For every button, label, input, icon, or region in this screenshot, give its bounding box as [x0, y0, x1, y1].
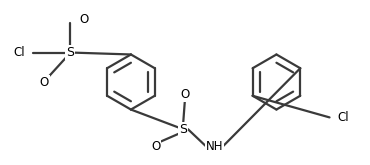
Text: Cl: Cl — [13, 46, 25, 59]
Text: O: O — [40, 76, 49, 88]
Text: O: O — [151, 140, 160, 153]
Text: Cl: Cl — [337, 111, 349, 124]
Text: O: O — [79, 13, 88, 26]
Text: O: O — [181, 88, 190, 101]
Text: NH: NH — [206, 140, 223, 153]
Text: S: S — [66, 46, 74, 59]
Text: S: S — [179, 123, 187, 136]
